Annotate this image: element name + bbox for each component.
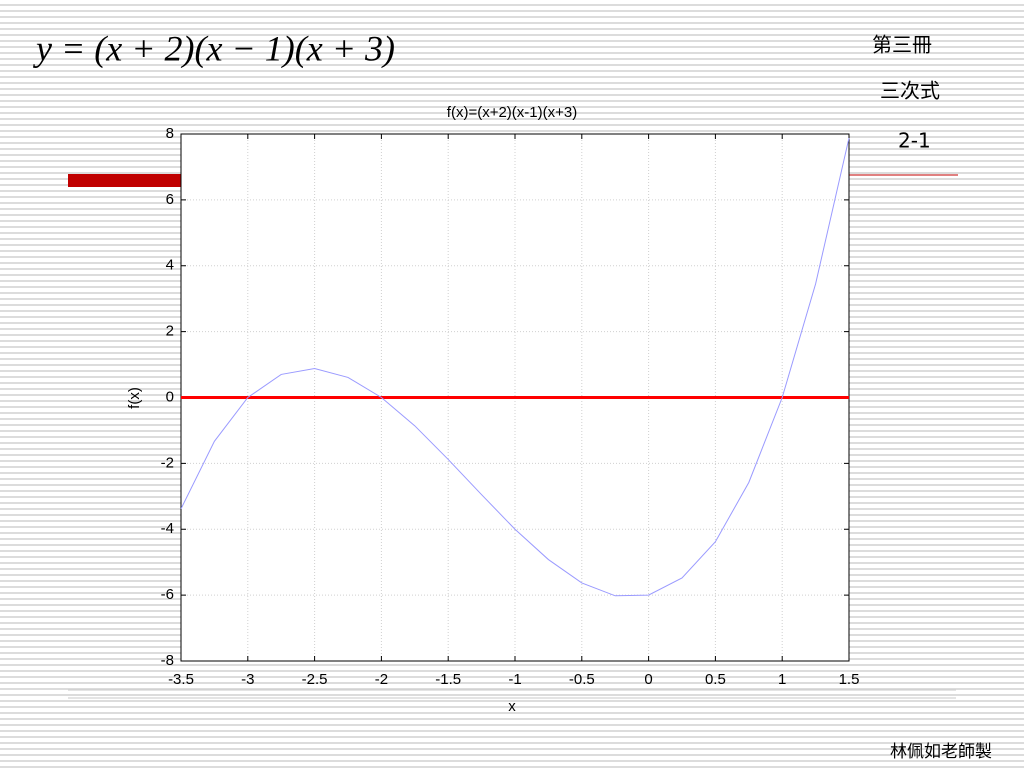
section: 2-1 xyxy=(898,129,931,153)
book: 第三冊 xyxy=(872,33,932,57)
y-tick-label: 2 xyxy=(166,323,174,340)
x-tick-label: -3.5 xyxy=(168,671,194,688)
x-tick-label: 0.5 xyxy=(705,671,726,688)
x-tick-label: -1 xyxy=(508,671,521,688)
y-tick-label: 0 xyxy=(166,388,174,405)
y-tick-label: -4 xyxy=(161,520,174,537)
formula: y = (x + 2)(x − 1)(x + 3) xyxy=(33,28,395,68)
y-tick-label: -2 xyxy=(161,454,174,471)
decor-bar xyxy=(68,174,181,187)
x-tick-label: 1 xyxy=(778,671,786,688)
topic: 三次式 xyxy=(880,79,940,103)
author: 林佩如老師製 xyxy=(890,742,992,762)
y-tick-label: 8 xyxy=(166,125,174,142)
y-axis-label: f(x) xyxy=(126,387,143,409)
x-axis-label: x xyxy=(508,698,516,715)
data-line xyxy=(180,137,850,597)
x-tick-label: -2 xyxy=(375,671,388,688)
x-tick-label: 0 xyxy=(644,671,652,688)
x-tick-label: -1.5 xyxy=(435,671,461,688)
x-tick-label: 1.5 xyxy=(839,671,860,688)
x-tick-label: -2.5 xyxy=(302,671,328,688)
y-tick-label: 4 xyxy=(166,257,174,274)
y-tick-label: -6 xyxy=(161,586,174,603)
x-tick-label: -0.5 xyxy=(569,671,595,688)
chart-title: f(x)=(x+2)(x-1)(x+3) xyxy=(447,104,577,121)
x-tick-label: -3 xyxy=(241,671,254,688)
y-tick-label: 6 xyxy=(166,191,174,208)
y-tick-label: -8 xyxy=(161,652,174,669)
